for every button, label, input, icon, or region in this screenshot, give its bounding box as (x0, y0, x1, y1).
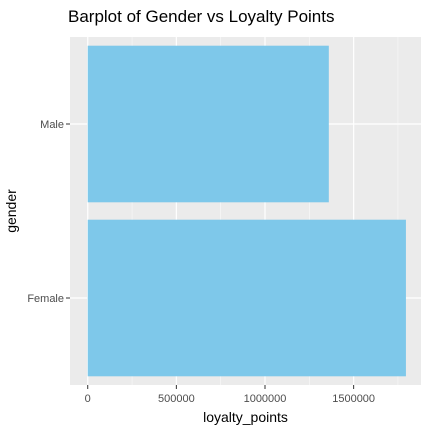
x-tick-label: 1000000 (244, 393, 287, 405)
bar-female (87, 219, 406, 377)
x-axis-title: loyalty_points (203, 409, 288, 425)
y-axis: Female Male (27, 119, 70, 305)
bar-male (87, 45, 329, 203)
x-tick-label: 1500000 (332, 393, 375, 405)
x-axis: 0 500000 1000000 1500000 (85, 385, 375, 405)
bars (87, 45, 406, 377)
y-tick-label: Male (40, 119, 64, 131)
x-tick-label: 0 (85, 393, 91, 405)
chart-title: Barplot of Gender vs Loyalty Points (68, 7, 334, 26)
y-tick-label: Female (27, 293, 64, 305)
x-tick-label: 500000 (158, 393, 195, 405)
y-axis-title: gender (3, 189, 19, 233)
